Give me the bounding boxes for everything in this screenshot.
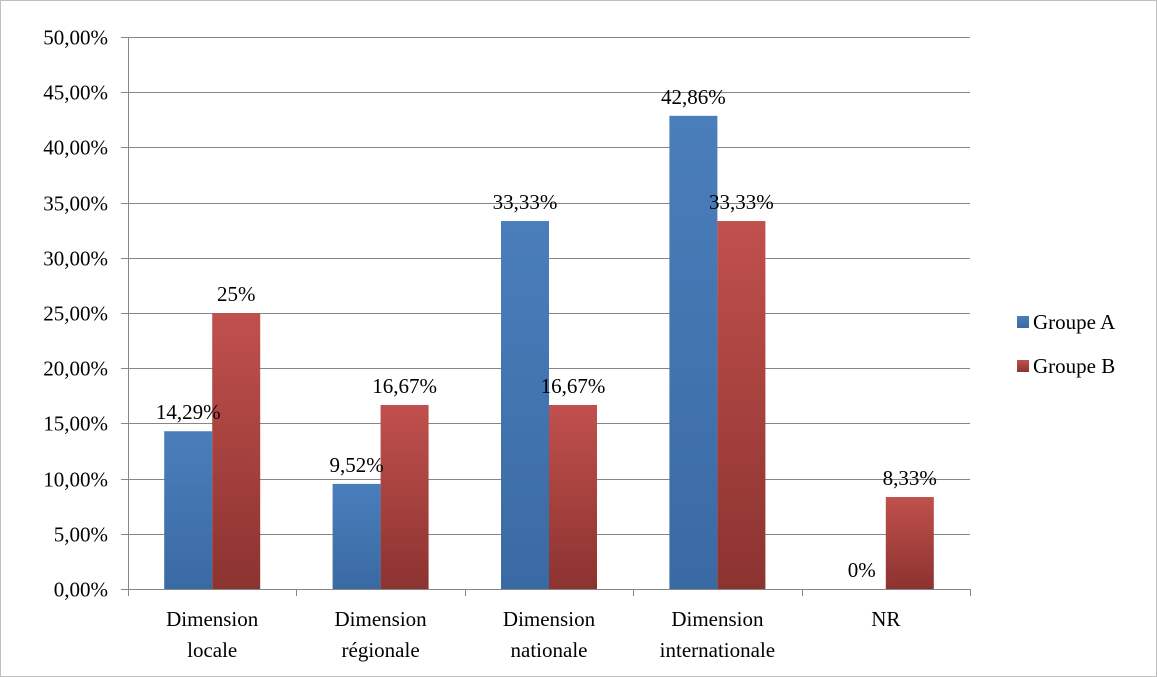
- data-labels: 14,29% 25% 9,52% 16,67% 33,33% 16,67% 42,86% 33…: [156, 85, 937, 582]
- x-tick-label: Dimension régionale: [335, 607, 428, 662]
- y-tick-label: 45,00%: [43, 81, 108, 105]
- bar-groupe-b: [717, 221, 766, 589]
- y-tick-label: 30,00%: [43, 247, 108, 271]
- x-tick-label: NR: [871, 607, 900, 631]
- axes: 0,00% 5,00% 10,00% 15,00% 20,00% 25,00% 30,00%…: [43, 26, 971, 662]
- data-label: 16,67%: [372, 374, 437, 398]
- y-tick-label: 50,00%: [43, 26, 108, 50]
- legend-label: Groupe B: [1033, 354, 1115, 378]
- y-tick-label: 35,00%: [43, 192, 108, 216]
- legend-swatch: [1017, 316, 1029, 328]
- bar-groupe-b: [885, 497, 934, 589]
- data-label: 8,33%: [883, 466, 937, 490]
- legend-swatch: [1017, 360, 1029, 372]
- data-label: 33,33%: [709, 190, 774, 214]
- y-tick-label: 40,00%: [43, 136, 108, 160]
- data-label: 0%: [848, 558, 876, 582]
- bars: [164, 115, 934, 590]
- x-tick-label: Dimension nationale: [503, 607, 596, 662]
- gridlines: [128, 37, 970, 535]
- y-tick-label: 5,00%: [54, 523, 108, 547]
- legend: Groupe A Groupe B: [1017, 310, 1116, 378]
- y-tick-label: 15,00%: [43, 412, 108, 436]
- data-label: 9,52%: [329, 453, 383, 477]
- data-label: 14,29%: [156, 400, 221, 424]
- y-tick-label: 0,00%: [54, 578, 108, 602]
- legend-label: Groupe A: [1033, 310, 1116, 334]
- bar-groupe-b: [212, 313, 261, 589]
- y-tick-label: 25,00%: [43, 302, 108, 326]
- x-tick-label: Dimension locale: [166, 607, 259, 662]
- bar-groupe-a: [501, 221, 549, 589]
- data-label: 16,67%: [541, 374, 606, 398]
- bar-groupe-a: [164, 431, 213, 589]
- bar-groupe-b: [549, 404, 597, 589]
- y-tick-label: 10,00%: [43, 468, 108, 492]
- bar-groupe-a: [332, 483, 381, 589]
- bar-groupe-a: [669, 115, 718, 590]
- data-label: 25%: [217, 282, 256, 306]
- y-tick-label: 20,00%: [43, 357, 108, 381]
- data-label: 42,86%: [661, 85, 726, 109]
- data-label: 33,33%: [493, 190, 558, 214]
- x-tick-label: Dimension internationale: [660, 607, 775, 662]
- bar-groupe-b: [380, 404, 429, 589]
